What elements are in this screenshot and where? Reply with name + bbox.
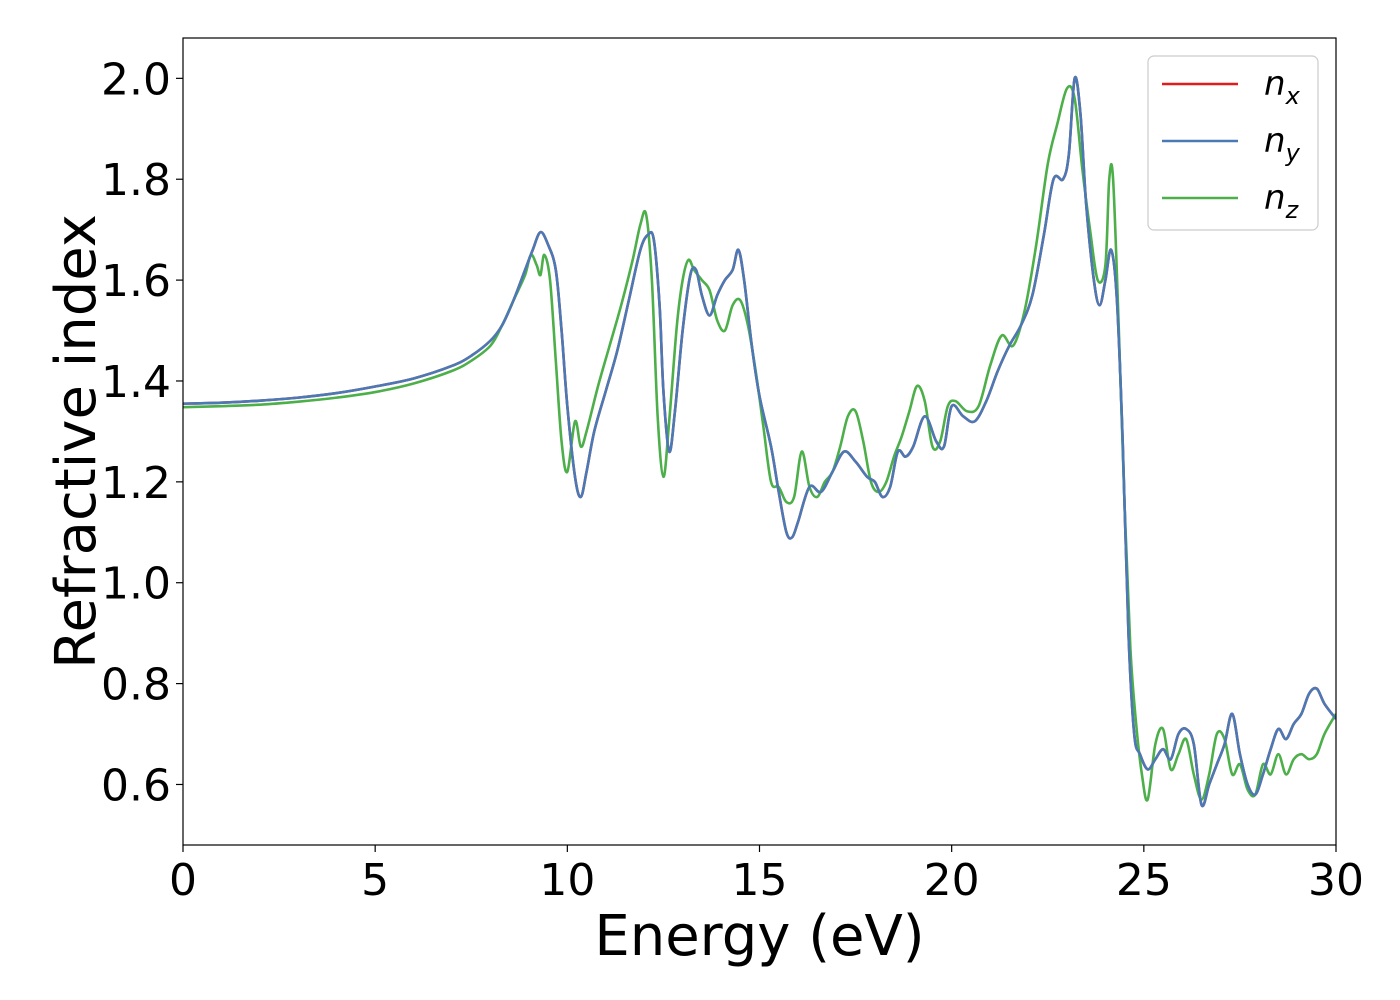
- legend-label-base: n: [1264, 121, 1286, 161]
- y-tick-label: 1.4: [101, 357, 171, 408]
- x-tick-label: 10: [539, 855, 595, 906]
- series-line-ny: [183, 75, 1336, 808]
- x-axis-title: Energy (eV): [594, 904, 924, 969]
- y-tick-label: 0.8: [101, 660, 171, 711]
- series-layer: [183, 75, 1336, 808]
- y-tick-label: 0.6: [101, 760, 171, 811]
- legend-label-base: n: [1264, 64, 1286, 104]
- legend-box: [1147, 55, 1319, 231]
- legend-label-subscript: x: [1285, 82, 1301, 110]
- y-tick-label: 1.2: [101, 458, 171, 509]
- legend-label-ny: ny: [1264, 121, 1301, 167]
- legend-label-base: n: [1264, 178, 1286, 218]
- y-axis-title: Refractive index: [44, 214, 109, 669]
- x-tick-label: 15: [732, 855, 788, 906]
- x-tick-label: 0: [169, 855, 197, 906]
- legend-label-subscript: y: [1285, 139, 1301, 167]
- legend-label-subscript: z: [1285, 196, 1300, 224]
- x-tick-label: 20: [924, 855, 980, 906]
- y-tick-label: 2.0: [101, 54, 171, 105]
- x-axis-ticks: 0 5 10 15 20 25 30: [169, 845, 1364, 906]
- y-tick-label: 1.6: [101, 256, 171, 307]
- x-tick-label: 25: [1116, 855, 1172, 906]
- x-tick-label: 30: [1308, 855, 1364, 906]
- legend-label-nz: nz: [1264, 178, 1300, 224]
- legend-label-nx: nx: [1264, 64, 1301, 110]
- series-line-nz: [183, 84, 1336, 802]
- y-axis-ticks: 0.6 0.8 1.0 1.2 1.4 1.6 1.8 2.0: [101, 54, 183, 811]
- y-tick-label: 1.0: [101, 559, 171, 610]
- x-tick-label: 5: [361, 855, 389, 906]
- y-tick-label: 1.8: [101, 155, 171, 206]
